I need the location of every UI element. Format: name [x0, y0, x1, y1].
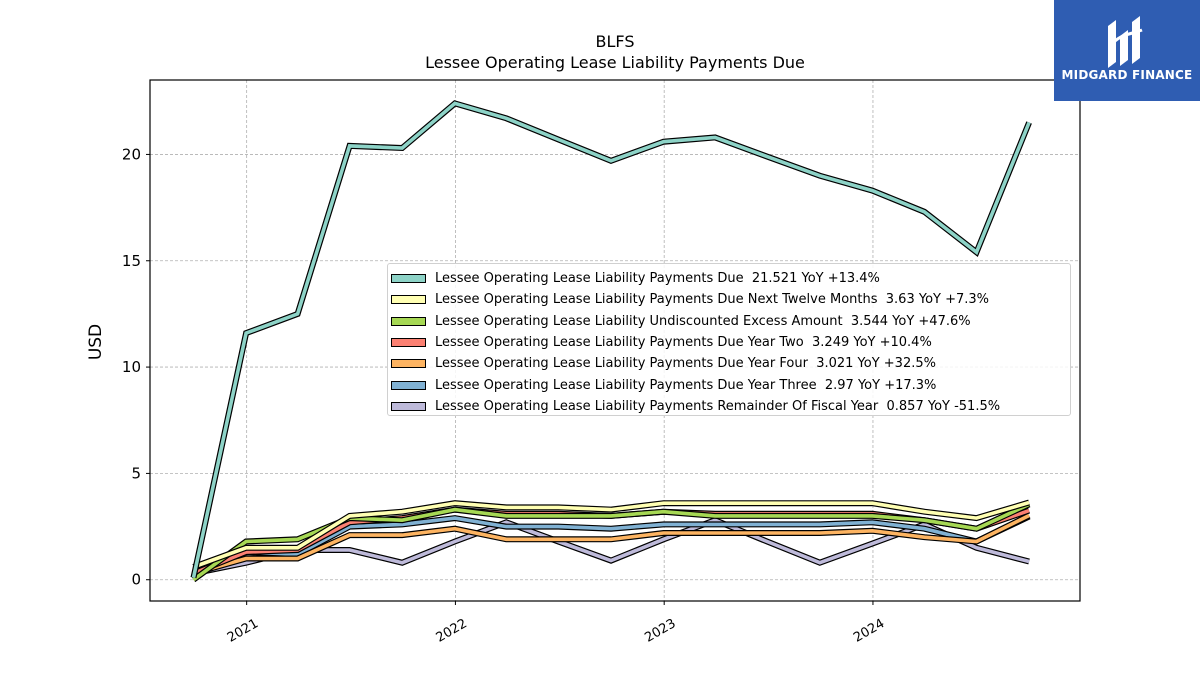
series-stroke [192, 500, 1030, 569]
x-tick-label: 2021 [225, 616, 261, 646]
midgard-finance-logo: MIDGARD FINANCE [1054, 0, 1200, 101]
legend-label: Lessee Operating Lease Liability Payment… [435, 335, 932, 351]
legend-item: Lessee Operating Lease Liability Payment… [391, 332, 1070, 353]
series-stroke [193, 518, 1030, 576]
legend-item: Lessee Operating Lease Liability Payment… [391, 289, 1070, 310]
y-tick-label: 15 [122, 252, 141, 270]
legend-item: Lessee Operating Lease Liability Payment… [391, 268, 1070, 289]
series-layer [190, 100, 1032, 583]
legend-swatch [391, 316, 426, 326]
logo-mark-icon [1108, 16, 1143, 68]
legend-label: Lessee Operating Lease Liability Payment… [435, 398, 1001, 414]
legend-label: Lessee Operating Lease Liability Payment… [435, 377, 937, 393]
legend-label: Lessee Operating Lease Liability Undisco… [435, 313, 971, 329]
series-line [192, 516, 1030, 577]
series-line [192, 513, 1031, 577]
y-tick-label: 20 [122, 145, 141, 163]
chart-legend: Lessee Operating Lease Liability Payment… [387, 263, 1071, 416]
legend-item: Lessee Operating Lease Liability Payment… [391, 374, 1070, 395]
legend-swatch [391, 401, 426, 411]
legend-item: Lessee Operating Lease Liability Payment… [391, 396, 1070, 417]
series-line [192, 512, 1031, 577]
logo-text: MIDGARD FINANCE [1061, 68, 1193, 82]
legend-label: Lessee Operating Lease Liability Payment… [435, 292, 990, 308]
series-stroke [193, 513, 1030, 576]
legend-swatch [391, 295, 426, 305]
y-tick-label: 0 [131, 571, 141, 589]
legend-item: Lessee Operating Lease Liability Payment… [391, 353, 1070, 374]
legend-swatch [391, 338, 426, 348]
x-tick-label: 2022 [434, 616, 470, 646]
chart-title: BLFS [596, 32, 635, 51]
legend-label: Lessee Operating Lease Liability Payment… [435, 356, 936, 372]
series-stroke [192, 514, 1030, 576]
series-line [192, 499, 1030, 570]
series-line [190, 100, 1032, 579]
plot-frame [149, 79, 1081, 602]
legend-swatch [391, 359, 426, 369]
y-tick-label: 5 [131, 464, 141, 482]
x-tick-label: 2024 [851, 616, 887, 646]
x-tick-label: 2023 [642, 616, 678, 646]
chart-subtitle: Lessee Operating Lease Liability Payment… [425, 53, 805, 72]
legend-label: Lessee Operating Lease Liability Payment… [435, 271, 880, 287]
series-stroke [191, 101, 1031, 578]
y-axis-label: USD [86, 324, 106, 360]
legend-item: Lessee Operating Lease Liability Undisco… [391, 311, 1070, 332]
legend-swatch [391, 380, 426, 390]
legend-swatch [391, 274, 426, 284]
y-tick-label: 10 [122, 358, 141, 376]
